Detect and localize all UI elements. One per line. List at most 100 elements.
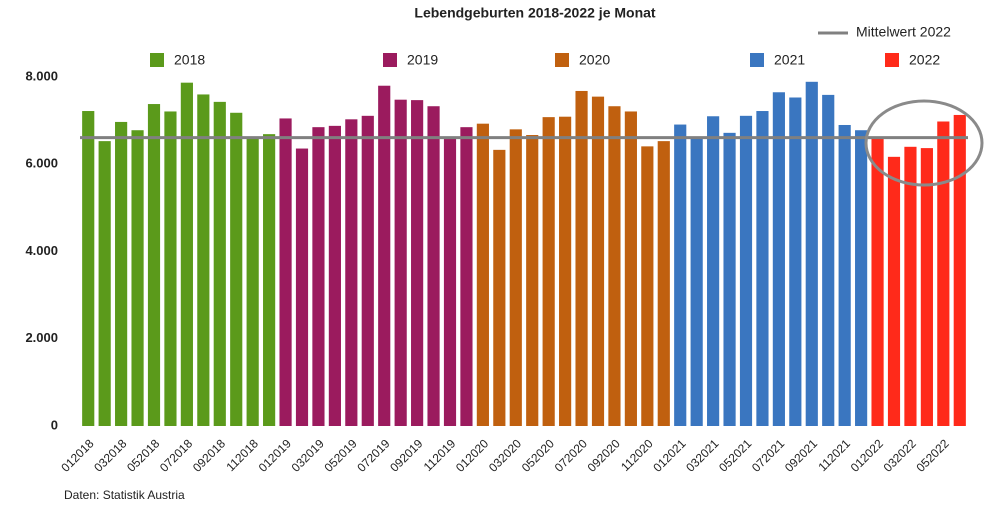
legend-label: 2020 xyxy=(579,52,610,68)
legend-label: 2021 xyxy=(774,52,805,68)
bar xyxy=(838,124,851,427)
x-tick-label: 032021 xyxy=(683,436,721,474)
bar xyxy=(920,148,933,426)
bar xyxy=(263,134,276,426)
bar xyxy=(246,137,259,426)
bar xyxy=(674,124,687,427)
bar xyxy=(641,146,654,426)
y-tick-label: 2.000 xyxy=(25,330,58,345)
x-tick-label: 112020 xyxy=(618,436,656,474)
y-tick-label: 0 xyxy=(51,417,58,432)
x-tick-label: 072019 xyxy=(354,436,392,474)
bar xyxy=(739,115,753,427)
x-tick-label: 032020 xyxy=(486,436,524,474)
chart-title: Lebendgeburten 2018-2022 je Monat xyxy=(414,5,656,21)
bar xyxy=(624,111,637,427)
x-tick-label: 052020 xyxy=(519,436,557,474)
y-tick-label: 4.000 xyxy=(25,243,58,258)
bar xyxy=(559,116,572,426)
bar xyxy=(526,135,539,427)
bar xyxy=(328,125,341,427)
x-tick-label: 112019 xyxy=(421,436,459,474)
bar xyxy=(197,94,210,426)
bar xyxy=(591,96,605,426)
legend-label: 2022 xyxy=(909,52,940,68)
y-tick-label: 6.000 xyxy=(25,156,58,171)
x-tick-label: 012021 xyxy=(650,436,688,474)
bar xyxy=(230,112,243,427)
bar xyxy=(213,101,226,427)
legend-label: Mittelwert 2022 xyxy=(856,24,951,40)
bar xyxy=(115,121,128,426)
bar xyxy=(509,129,522,426)
x-tick-label: 052021 xyxy=(716,436,754,474)
x-tick-label: 012020 xyxy=(453,436,491,474)
x-tick-label: 112021 xyxy=(815,436,853,474)
x-tick-label: 092018 xyxy=(190,436,228,474)
x-tick-label: 012022 xyxy=(848,436,886,474)
bar xyxy=(493,149,506,426)
x-tick-label: 072021 xyxy=(749,436,787,474)
bar xyxy=(394,99,407,426)
x-tick-label: 072020 xyxy=(552,436,590,474)
x-tick-label: 012018 xyxy=(58,436,96,474)
bar xyxy=(887,156,901,427)
bar xyxy=(690,137,703,426)
bar xyxy=(789,97,802,426)
bar xyxy=(98,141,111,426)
x-tick-label: 012019 xyxy=(256,436,294,474)
bar xyxy=(608,106,621,426)
bar xyxy=(707,116,720,426)
bar xyxy=(575,90,588,427)
x-tick-label: 032022 xyxy=(881,436,919,474)
bar xyxy=(295,148,309,427)
bar xyxy=(822,94,835,426)
x-tick-label: 092021 xyxy=(782,436,820,474)
bar xyxy=(427,106,440,426)
bar xyxy=(378,85,391,426)
bar xyxy=(147,104,161,427)
legend-label: 2018 xyxy=(174,52,205,68)
bar xyxy=(805,81,818,426)
legend-swatch xyxy=(555,53,569,67)
x-tick-label: 032019 xyxy=(289,436,327,474)
x-tick-label: 052018 xyxy=(124,436,162,474)
bar xyxy=(772,92,785,427)
bar xyxy=(953,114,966,427)
x-tick-label: 052022 xyxy=(913,436,951,474)
bar xyxy=(279,118,292,426)
legend-swatch xyxy=(150,53,164,67)
legend-label: 2019 xyxy=(407,52,438,68)
bar xyxy=(756,111,769,426)
bar xyxy=(131,130,144,426)
bar xyxy=(411,100,424,426)
legend-swatch xyxy=(383,53,397,67)
bar xyxy=(82,111,95,426)
bar xyxy=(180,82,193,426)
bar xyxy=(904,146,917,427)
legend-swatch xyxy=(750,53,764,67)
bar xyxy=(871,138,884,426)
bar xyxy=(164,111,177,427)
bar xyxy=(361,115,374,427)
bar xyxy=(937,121,950,426)
x-tick-label: 092020 xyxy=(585,436,623,474)
y-tick-label: 8.000 xyxy=(25,68,58,83)
bar xyxy=(476,123,489,427)
bar xyxy=(855,130,868,426)
bar xyxy=(460,127,473,426)
bar xyxy=(443,138,457,427)
bar xyxy=(345,119,358,426)
legend-swatch xyxy=(885,53,899,67)
x-tick-label: 112018 xyxy=(223,436,261,474)
bar xyxy=(723,132,736,426)
x-tick-label: 032018 xyxy=(91,436,129,474)
x-tick-label: 092019 xyxy=(387,436,425,474)
x-tick-label: 072018 xyxy=(157,436,195,474)
source: Daten: Statistik Austria xyxy=(64,488,185,502)
bar xyxy=(542,117,555,426)
highlight-ellipse xyxy=(864,99,984,187)
bar xyxy=(312,127,325,426)
x-tick-label: 052019 xyxy=(321,436,359,474)
